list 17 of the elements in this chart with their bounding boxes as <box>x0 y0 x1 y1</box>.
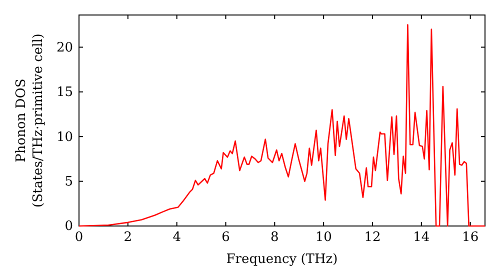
y-axis-title: Phonon DOS (States/THz·primitive cell) <box>14 33 46 208</box>
x-tick-label: 10 <box>315 230 332 246</box>
x-tick-label: 8 <box>270 230 279 246</box>
y-tick-label: 5 <box>64 174 73 190</box>
x-tick-label: 12 <box>364 230 381 246</box>
line-series <box>78 24 486 227</box>
x-tick-label: 14 <box>413 230 430 246</box>
y-tick-label: 10 <box>56 130 73 145</box>
x-tick-label: 2 <box>124 230 132 246</box>
x-tick-label: 16 <box>462 230 479 246</box>
y-tick-label: 15 <box>56 85 73 100</box>
x-tick-label: 4 <box>172 230 181 246</box>
y-tick-label: 0 <box>64 219 73 234</box>
y-tick-label: 20 <box>56 40 73 56</box>
x-axis-title: Frequency (THz) <box>226 252 338 267</box>
x-tick-label: 0 <box>74 230 84 246</box>
x-tick-label: 6 <box>222 230 230 246</box>
